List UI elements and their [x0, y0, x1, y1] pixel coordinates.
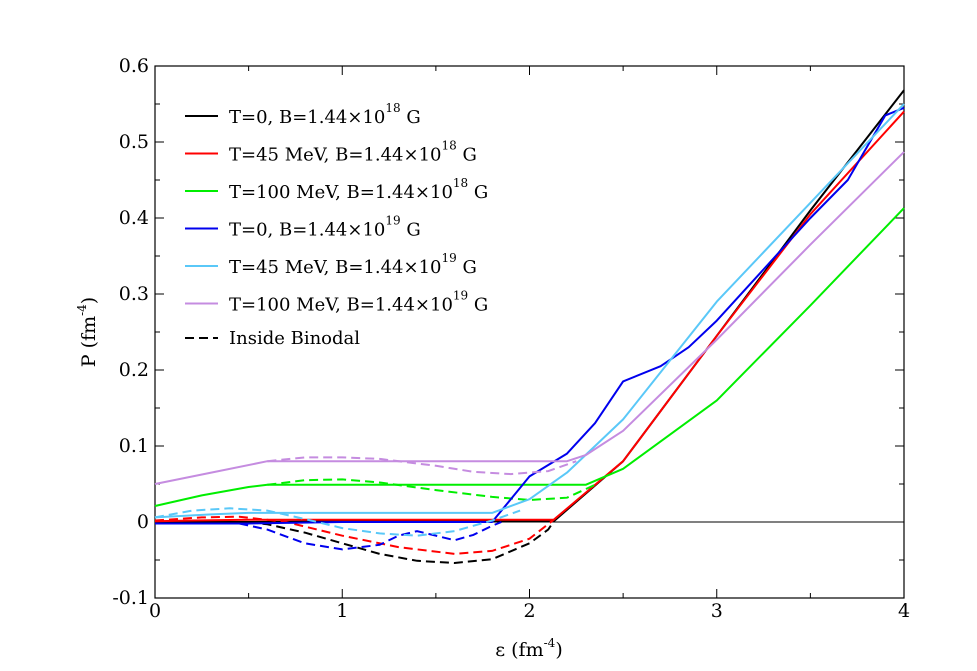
series-dashed-6	[267, 456, 577, 476]
series-line-2	[154, 110, 905, 523]
series-line-6	[154, 151, 905, 485]
legend-label-4: T=0, B=1.44×1019 G	[229, 214, 421, 241]
series-dashed-5	[154, 507, 521, 537]
legend-label-6: T=100 MeV, B=1.44×1019 G	[229, 289, 488, 316]
axis-ticks: 0 1 2 3 4-0.100.10.20.30.40.50.6	[112, 55, 910, 622]
y-tick-label: -0.1	[112, 587, 149, 609]
y-tick-label: 0.4	[119, 207, 149, 229]
x-tick-label: 1	[336, 600, 348, 622]
legend-label-5: T=45 MeV, B=1.44×1019 G	[229, 251, 477, 278]
legend: T=0, B=1.44×1018 G T=45 MeV, B=1.44×1018 …	[185, 101, 488, 349]
series-line-4	[155, 106, 905, 525]
y-tick-label: 0.6	[119, 55, 149, 77]
series-group	[154, 89, 905, 565]
y-tick-label: 0.1	[119, 435, 149, 457]
legend-label-2: T=45 MeV, B=1.44×1018 G	[229, 139, 477, 166]
x-tick-label: 0	[149, 600, 161, 622]
y-tick-label: 0.2	[119, 359, 149, 381]
y-tick-label: 0.5	[119, 131, 149, 153]
series-dashed-1	[248, 520, 555, 565]
y-tick-label: 0	[137, 511, 149, 533]
series-line-3	[154, 207, 905, 507]
legend-label-3: T=100 MeV, B=1.44×1018 G	[229, 176, 488, 203]
x-tick-label: 2	[523, 600, 535, 622]
series-line-5	[154, 103, 905, 519]
y-axis-title: P (fm-4)	[75, 297, 100, 367]
series-dashed-2	[154, 515, 555, 555]
y-tick-label: 0.3	[119, 283, 149, 305]
x-axis-title: ε (fm-4)	[495, 636, 562, 661]
x-tick-label: 4	[898, 600, 910, 622]
x-tick-label: 3	[711, 600, 723, 622]
legend-label-dashed: Inside Binodal	[229, 328, 360, 349]
series-dashed-4	[239, 521, 502, 551]
legend-label-1: T=0, B=1.44×1018 G	[229, 101, 421, 128]
series-dashed-3	[267, 478, 596, 502]
